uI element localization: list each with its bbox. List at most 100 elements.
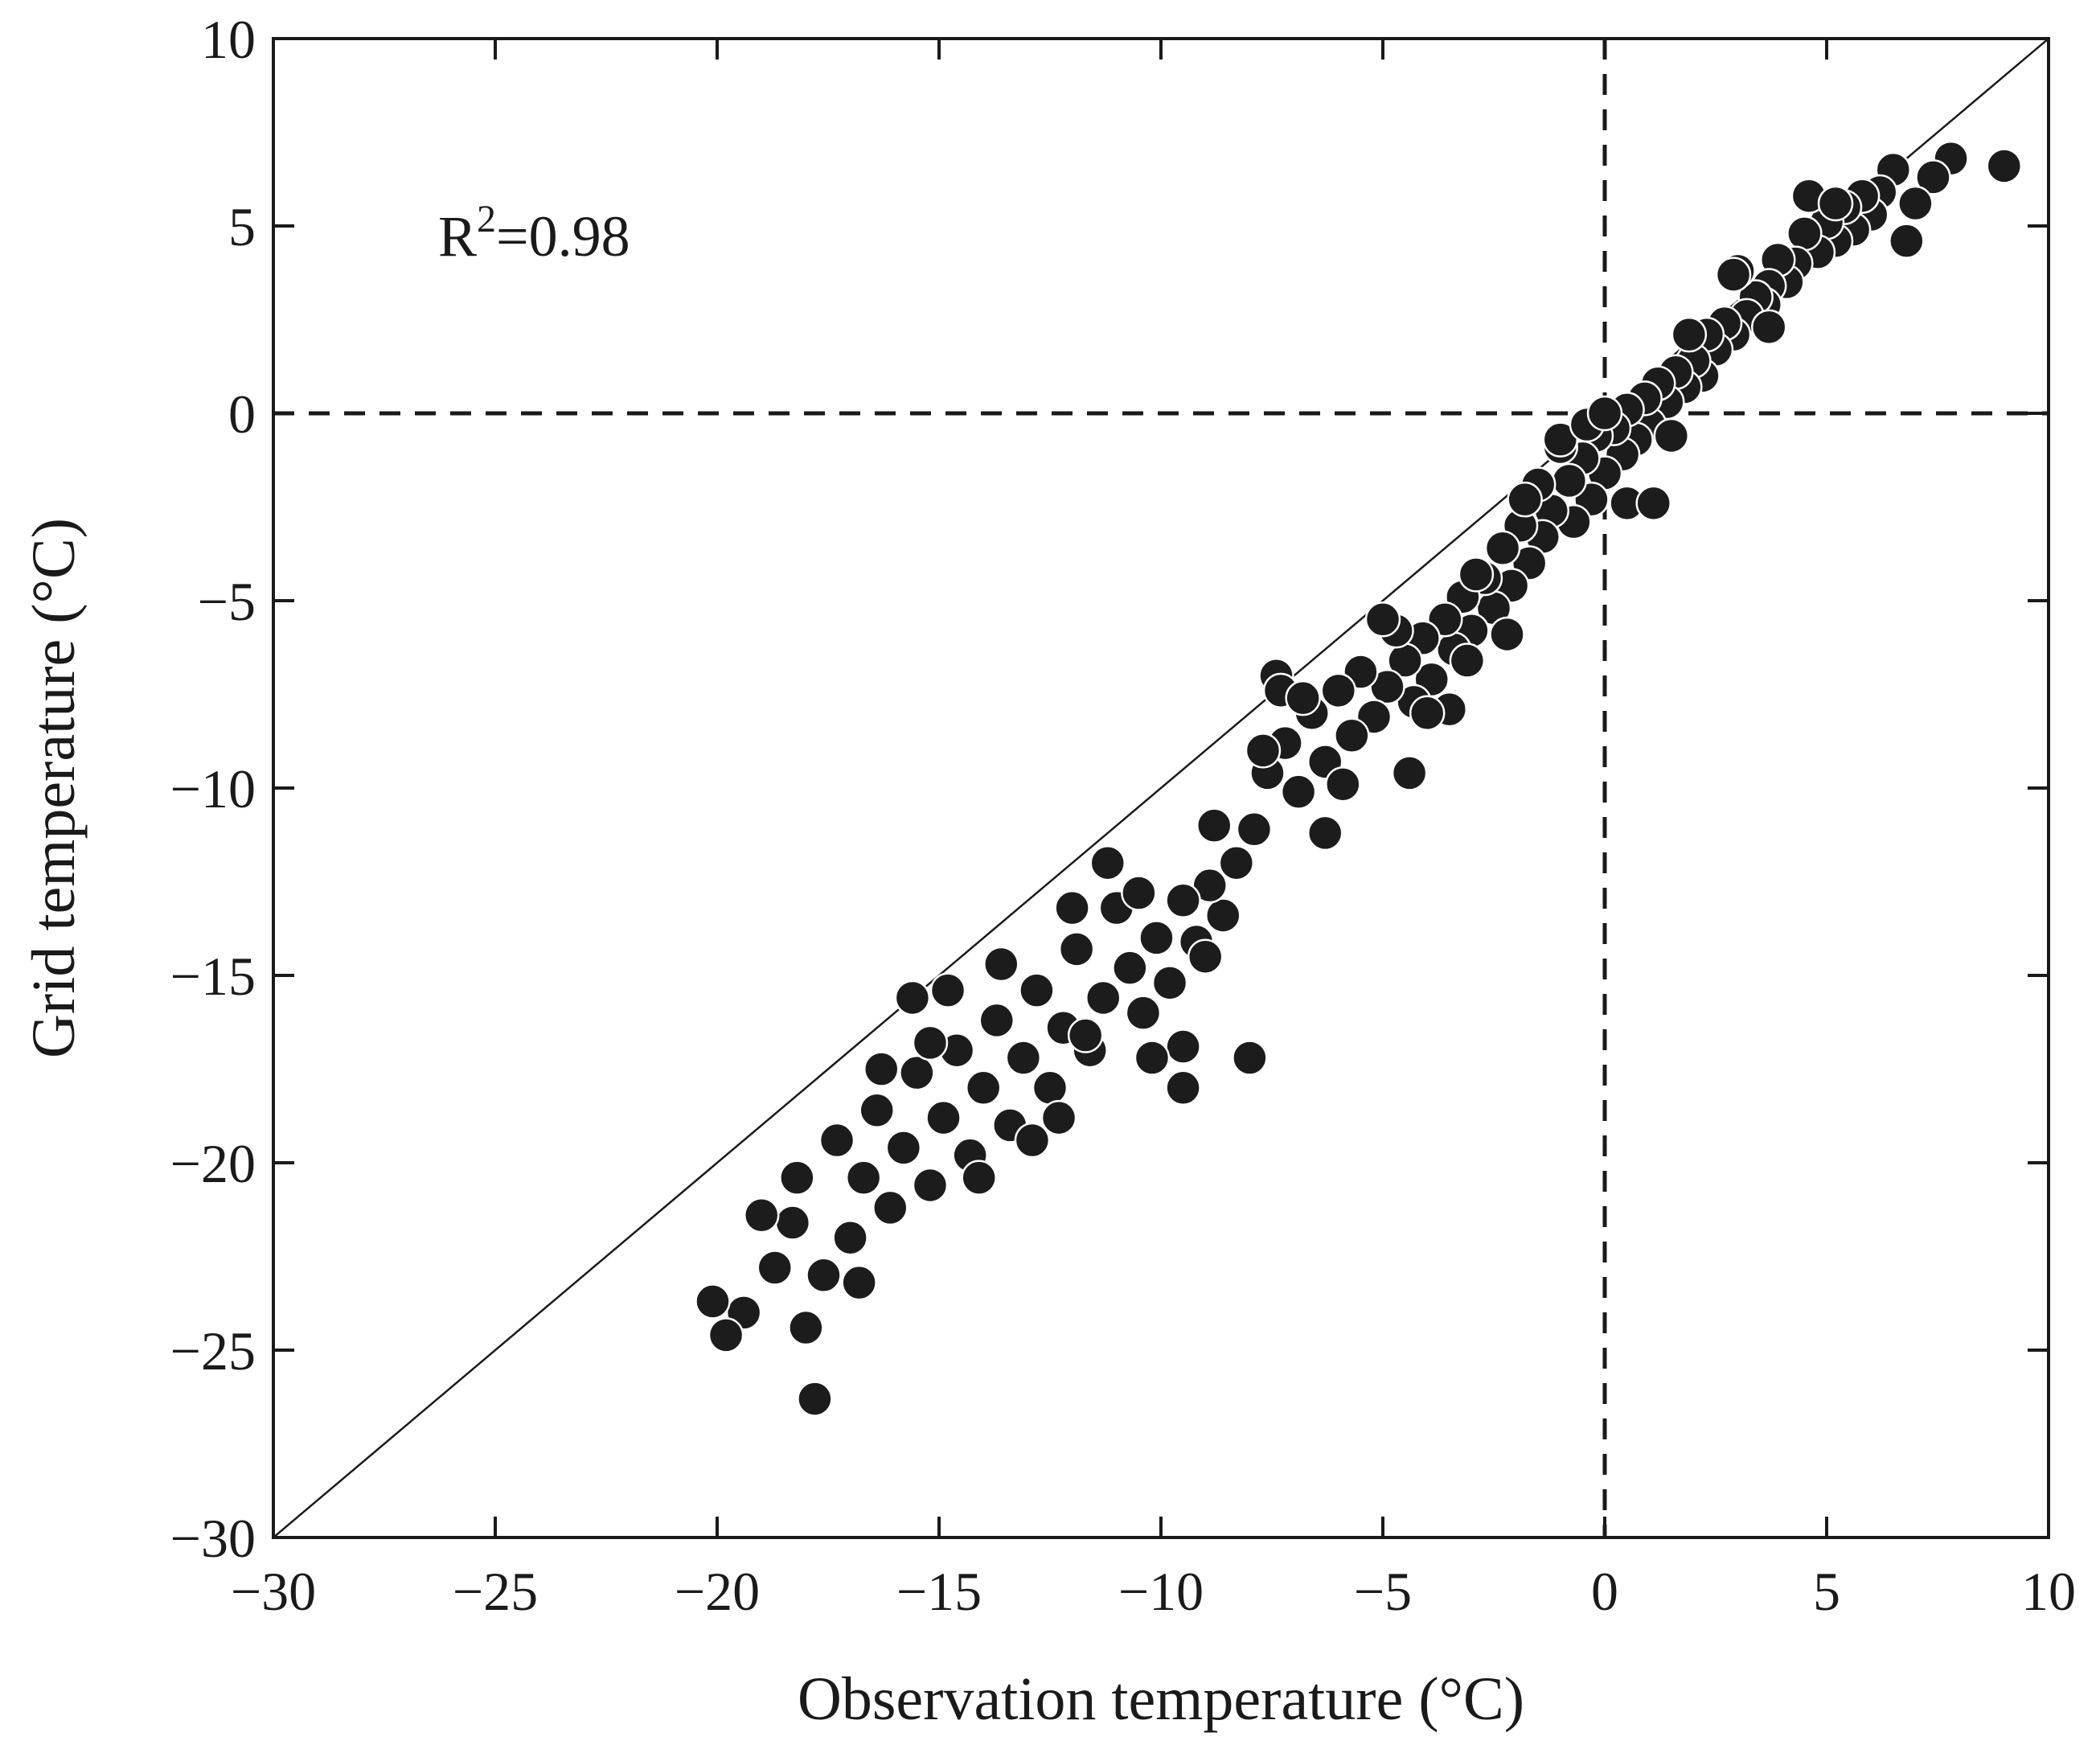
data-point-91 (1032, 1069, 1068, 1106)
data-point-53 (1484, 530, 1521, 567)
data-point-144 (1054, 889, 1090, 926)
data-point-76 (1236, 811, 1273, 848)
data-point-145 (1121, 875, 1157, 911)
data-point-154 (1067, 1017, 1104, 1053)
data-point-104 (859, 1092, 895, 1129)
data-point-89 (1058, 931, 1095, 967)
r-squared-superscript: 2 (477, 198, 496, 240)
data-point-103 (872, 1189, 908, 1226)
x-tick-label: 10 (2021, 1561, 2076, 1622)
data-point-127 (1306, 815, 1343, 852)
data-point-118 (841, 1264, 877, 1301)
x-tick-label: −5 (1354, 1561, 1412, 1622)
data-point-139 (1586, 395, 1623, 432)
x-tick-label: 5 (1813, 1561, 1840, 1622)
data-point-116 (797, 1381, 833, 1417)
data-point-3 (1897, 185, 1934, 222)
data-point-92 (1019, 972, 1055, 1008)
r-squared-base: R (438, 204, 477, 269)
data-point-117 (779, 1160, 815, 1196)
data-point-122 (1165, 1069, 1201, 1106)
y-tick-label: −25 (170, 1320, 256, 1381)
data-point-85 (1112, 950, 1148, 986)
data-point-124 (1165, 1028, 1201, 1065)
tick-labels: −30 −25 −20 −15 −10 −5 0 5 10 −30 −25 −20 −15 −10 −5 0 5… (170, 9, 2076, 1622)
data-point-72 (1280, 774, 1317, 810)
data-point-109 (788, 1309, 824, 1346)
data-point-134 (983, 946, 1019, 983)
x-tick-label: −15 (896, 1561, 982, 1622)
r-squared-annotation: R2=0.98 (438, 198, 630, 269)
data-point-110 (774, 1205, 811, 1241)
data-point-128 (1507, 481, 1543, 518)
x-tick-label: −25 (453, 1561, 538, 1622)
y-tick-label: −20 (170, 1133, 256, 1194)
y-tick-label: −10 (170, 758, 256, 819)
y-tick-label: −5 (198, 571, 256, 632)
data-point-155 (1245, 733, 1282, 769)
data-point-125 (1391, 755, 1428, 791)
data-point-142 (1750, 309, 1787, 346)
data-point-108 (806, 1257, 842, 1294)
data-point-4 (1889, 223, 1925, 259)
data-point-101 (899, 1054, 935, 1091)
x-tick-label: −10 (1118, 1561, 1204, 1622)
x-axis-title: Observation temperature (°C) (798, 1665, 1524, 1733)
data-point-130 (1635, 485, 1671, 522)
x-tick-label: −30 (231, 1561, 316, 1622)
data-point-81 (1165, 882, 1201, 919)
data-point-115 (695, 1283, 731, 1320)
data-point-112 (743, 1197, 780, 1234)
data-point-158 (1449, 642, 1486, 679)
data-point-148 (1364, 601, 1401, 638)
r-squared-value: =0.98 (496, 204, 630, 269)
data-point-123 (1232, 1040, 1268, 1076)
data-point-136 (1489, 616, 1525, 653)
data-point-120 (929, 972, 966, 1008)
data-point-93 (1005, 1040, 1042, 1076)
y-tick-label: 10 (201, 9, 256, 70)
data-point-100 (912, 1167, 949, 1204)
data-point-141 (1715, 257, 1752, 293)
data-point-146 (1187, 938, 1224, 975)
data-point-78 (1205, 897, 1241, 934)
data-point-150 (912, 1024, 949, 1061)
data-point-152 (961, 1160, 997, 1196)
data-point-119 (894, 979, 931, 1016)
data-point-15 (1786, 216, 1823, 252)
data-point-107 (818, 1122, 855, 1159)
data-point-156 (1325, 766, 1361, 803)
data-point-45 (1551, 462, 1588, 499)
y-axis-title: Grid temperature (°C) (20, 518, 88, 1058)
data-point-68 (1334, 717, 1370, 754)
data-point-114 (708, 1317, 744, 1353)
data-points (695, 140, 2023, 1417)
data-point-133 (1014, 1122, 1051, 1159)
data-point-102 (885, 1130, 922, 1166)
y-tick-label: −30 (170, 1508, 256, 1569)
data-point-99 (925, 1099, 962, 1136)
data-point-132 (1134, 1040, 1171, 1076)
data-point-84 (1125, 995, 1162, 1031)
data-point-147 (1285, 679, 1321, 716)
data-point-95 (978, 1002, 1015, 1039)
y-tick-label: 0 (228, 384, 256, 445)
data-point-106 (832, 1219, 868, 1256)
data-point-153 (1040, 1099, 1077, 1136)
x-tick-label: −20 (675, 1561, 760, 1622)
data-point-111 (757, 1250, 794, 1286)
data-point-149 (1458, 556, 1495, 593)
data-point-143 (1817, 185, 1854, 222)
data-point-69 (1320, 672, 1357, 709)
data-point-159 (1653, 417, 1690, 454)
data-point-96 (965, 1069, 1002, 1106)
data-point-105 (845, 1160, 882, 1196)
data-point-131 (1196, 807, 1233, 844)
data-point-87 (1085, 979, 1122, 1016)
data-point-82 (1151, 965, 1188, 1001)
data-point-140 (1671, 316, 1708, 353)
x-tick-label: 0 (1591, 1561, 1618, 1622)
data-point-121 (1089, 844, 1126, 881)
data-point-77 (1218, 844, 1255, 881)
